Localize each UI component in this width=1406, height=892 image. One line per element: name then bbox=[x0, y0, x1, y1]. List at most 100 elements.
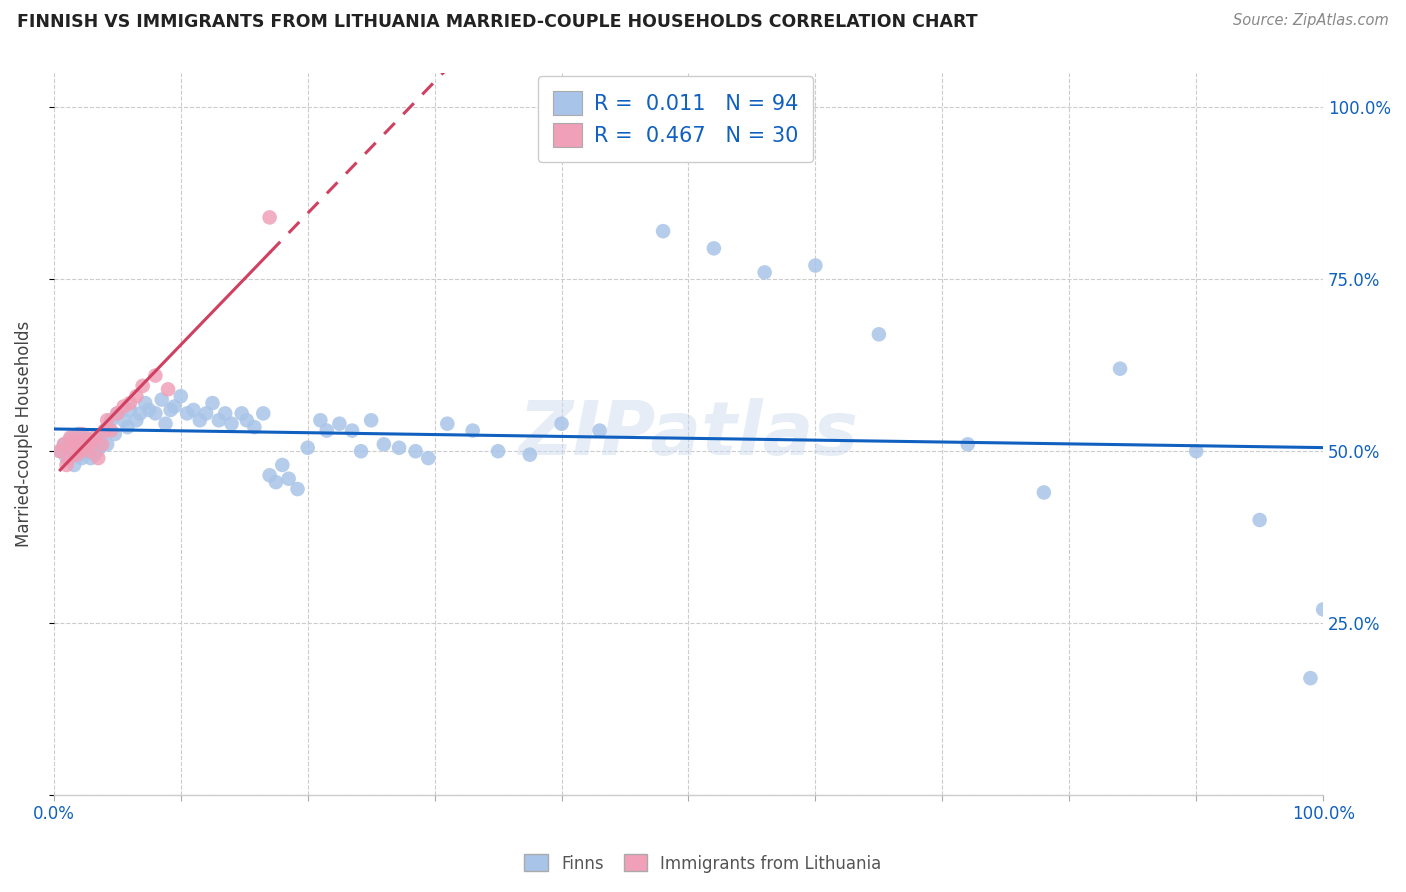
Point bbox=[350, 444, 373, 458]
Point bbox=[201, 396, 224, 410]
Point bbox=[183, 403, 205, 417]
Point bbox=[77, 437, 100, 451]
Text: FINNISH VS IMMIGRANTS FROM LITHUANIA MARRIED-COUPLE HOUSEHOLDS CORRELATION CHART: FINNISH VS IMMIGRANTS FROM LITHUANIA MAR… bbox=[17, 13, 977, 31]
Point bbox=[93, 424, 115, 438]
Point bbox=[195, 406, 218, 420]
Point bbox=[188, 413, 211, 427]
Point bbox=[80, 434, 103, 448]
Point bbox=[65, 437, 87, 451]
Point bbox=[145, 368, 167, 383]
Legend: R =  0.011   N = 94, R =  0.467   N = 30: R = 0.011 N = 94, R = 0.467 N = 30 bbox=[538, 76, 814, 161]
Point bbox=[82, 441, 104, 455]
Point bbox=[53, 437, 76, 451]
Point bbox=[703, 241, 725, 255]
Point bbox=[75, 434, 97, 448]
Point bbox=[252, 406, 274, 420]
Y-axis label: Married-couple Households: Married-couple Households bbox=[15, 321, 32, 547]
Point bbox=[75, 430, 97, 444]
Point bbox=[221, 417, 243, 431]
Point bbox=[134, 396, 156, 410]
Point bbox=[1249, 513, 1271, 527]
Point bbox=[76, 441, 98, 455]
Point bbox=[214, 406, 236, 420]
Point bbox=[519, 448, 541, 462]
Point bbox=[72, 437, 94, 451]
Point bbox=[277, 472, 299, 486]
Point bbox=[1109, 361, 1132, 376]
Point bbox=[804, 259, 827, 273]
Point bbox=[297, 441, 319, 455]
Point bbox=[129, 406, 152, 420]
Point bbox=[69, 441, 91, 455]
Point bbox=[287, 482, 309, 496]
Point bbox=[62, 430, 84, 444]
Point bbox=[1032, 485, 1054, 500]
Point bbox=[67, 434, 90, 448]
Point bbox=[405, 444, 427, 458]
Point bbox=[264, 475, 287, 490]
Point bbox=[79, 451, 101, 466]
Point bbox=[117, 420, 139, 434]
Point bbox=[418, 451, 440, 466]
Point bbox=[87, 437, 110, 451]
Point bbox=[90, 430, 112, 444]
Point bbox=[155, 417, 177, 431]
Point bbox=[1185, 444, 1208, 458]
Legend: Finns, Immigrants from Lithuania: Finns, Immigrants from Lithuania bbox=[517, 847, 889, 880]
Point bbox=[231, 406, 253, 420]
Point bbox=[66, 448, 89, 462]
Point bbox=[588, 424, 610, 438]
Point bbox=[163, 400, 186, 414]
Point bbox=[58, 434, 80, 448]
Point bbox=[100, 424, 122, 438]
Point bbox=[73, 444, 96, 458]
Point bbox=[259, 211, 281, 225]
Point bbox=[315, 424, 337, 438]
Point bbox=[67, 448, 90, 462]
Point bbox=[271, 458, 294, 472]
Point bbox=[91, 437, 114, 451]
Text: Source: ZipAtlas.com: Source: ZipAtlas.com bbox=[1233, 13, 1389, 29]
Point bbox=[118, 396, 141, 410]
Point bbox=[486, 444, 509, 458]
Point bbox=[86, 444, 108, 458]
Point bbox=[79, 444, 101, 458]
Point bbox=[243, 420, 266, 434]
Point bbox=[67, 444, 90, 458]
Point bbox=[159, 403, 181, 417]
Point bbox=[93, 424, 115, 438]
Point bbox=[59, 430, 82, 444]
Point bbox=[236, 413, 259, 427]
Point bbox=[461, 424, 484, 438]
Point bbox=[63, 458, 86, 472]
Point bbox=[96, 437, 118, 451]
Point bbox=[105, 406, 128, 420]
Point bbox=[66, 437, 89, 451]
Point bbox=[87, 451, 110, 466]
Point bbox=[49, 444, 72, 458]
Point bbox=[360, 413, 382, 427]
Point bbox=[138, 403, 160, 417]
Point bbox=[170, 389, 193, 403]
Point bbox=[112, 413, 135, 427]
Point bbox=[79, 444, 101, 458]
Point bbox=[131, 379, 153, 393]
Point bbox=[118, 403, 141, 417]
Point bbox=[105, 406, 128, 420]
Point bbox=[259, 468, 281, 483]
Point bbox=[176, 406, 198, 420]
Point bbox=[62, 441, 84, 455]
Point bbox=[70, 451, 93, 466]
Point bbox=[157, 382, 180, 396]
Point bbox=[58, 451, 80, 466]
Point bbox=[55, 451, 77, 466]
Point bbox=[112, 400, 135, 414]
Point bbox=[956, 437, 979, 451]
Point bbox=[868, 327, 890, 342]
Point bbox=[125, 413, 148, 427]
Point bbox=[83, 448, 105, 462]
Point bbox=[70, 427, 93, 442]
Point bbox=[63, 434, 86, 448]
Point bbox=[328, 417, 350, 431]
Point bbox=[66, 427, 89, 442]
